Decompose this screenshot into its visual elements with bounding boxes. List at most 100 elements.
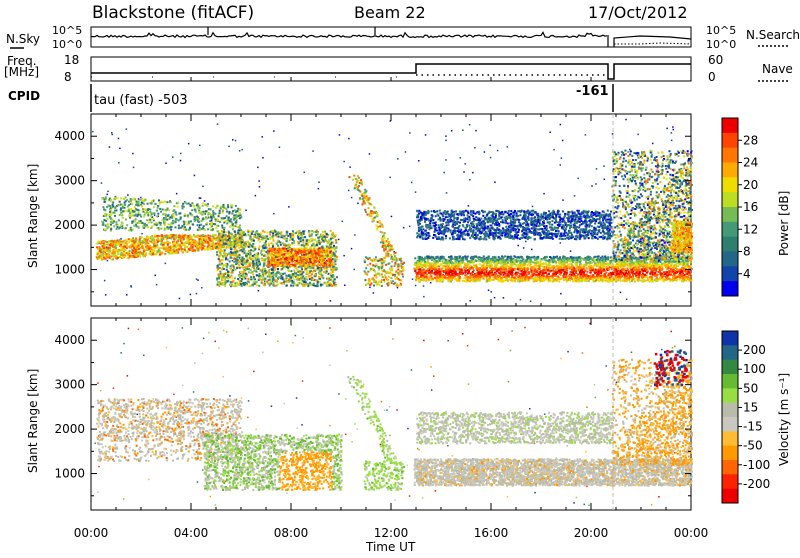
- data-cell: [112, 246, 114, 248]
- data-cell: [159, 247, 161, 249]
- data-cell: [231, 212, 233, 214]
- data-cell: [595, 183, 597, 185]
- data-cell: [134, 211, 136, 213]
- data-cell: [380, 241, 382, 243]
- data-cell: [134, 221, 136, 223]
- data-cell: [122, 207, 124, 209]
- data-cell: [160, 211, 162, 213]
- data-cell: [118, 241, 120, 243]
- data-cell: [115, 221, 117, 223]
- data-cell: [248, 246, 250, 248]
- data-cell: [358, 177, 360, 179]
- data-cell: [267, 232, 269, 234]
- data-cell: [411, 182, 413, 184]
- data-cell: [311, 250, 313, 252]
- data-cell: [392, 280, 394, 282]
- data-cell: [221, 217, 223, 219]
- data-cell: [127, 194, 129, 196]
- data-cell: [232, 245, 234, 247]
- data-cell: [277, 268, 279, 270]
- data-cell: [197, 248, 199, 250]
- data-cell: [294, 279, 296, 281]
- data-cell: [322, 275, 324, 277]
- data-cell: [187, 237, 189, 239]
- data-cell: [369, 213, 371, 215]
- data-cell: [140, 252, 142, 254]
- data-cell: [151, 251, 153, 253]
- data-cell: [306, 279, 308, 281]
- data-cell: [231, 254, 233, 256]
- data-cell: [239, 277, 241, 279]
- data-cell: [400, 279, 402, 281]
- data-cell: [399, 258, 401, 260]
- data-cell: [147, 203, 149, 205]
- data-cell: [560, 164, 562, 166]
- data-cell: [157, 213, 159, 215]
- data-cell: [230, 265, 232, 267]
- data-cell: [207, 249, 209, 251]
- data-cell: [152, 253, 154, 255]
- data-cell: [141, 205, 143, 207]
- data-cell: [203, 213, 205, 215]
- data-cell: [265, 272, 267, 274]
- data-cell: [397, 264, 399, 266]
- data-cell: [160, 228, 162, 230]
- data-cell: [235, 225, 237, 227]
- data-cell: [227, 264, 229, 266]
- data-cell: [336, 276, 338, 278]
- data-cell: [188, 239, 190, 241]
- data-cell: [123, 243, 125, 245]
- data-cell: [188, 248, 190, 250]
- data-cell: [326, 233, 328, 235]
- data-cell: [201, 220, 203, 222]
- data-cell: [277, 248, 279, 250]
- data-cell: [299, 249, 301, 251]
- data-cell: [217, 248, 219, 250]
- data-cell: [284, 279, 286, 281]
- data-cell: [136, 215, 138, 217]
- data-cell: [194, 220, 196, 222]
- data-cell: [104, 198, 106, 200]
- data-cell: [216, 225, 218, 227]
- data-cell: [322, 231, 324, 233]
- freq-tick-bottom: 8: [64, 70, 72, 84]
- data-cell: [469, 179, 471, 181]
- data-cell: [197, 205, 199, 207]
- data-cell: [243, 232, 245, 234]
- data-cell: [273, 130, 275, 132]
- data-cell: [323, 238, 325, 240]
- data-cell: [191, 202, 193, 204]
- data-cell: [369, 153, 371, 155]
- data-cell: [330, 275, 332, 277]
- data-cell: [282, 255, 284, 257]
- data-cell: [226, 211, 228, 213]
- data-cell: [272, 238, 274, 240]
- data-cell: [180, 227, 182, 229]
- data-cell: [112, 206, 114, 208]
- data-cell: [365, 190, 367, 192]
- data-cell: [222, 239, 224, 241]
- data-cell: [378, 281, 380, 283]
- data-cell: [287, 235, 289, 237]
- data-cell: [311, 273, 313, 275]
- data-cell: [258, 238, 260, 240]
- data-cell: [286, 231, 288, 233]
- data-cell: [391, 216, 393, 218]
- data-cell: [159, 222, 161, 224]
- data-cell: [349, 166, 351, 168]
- data-cell: [460, 157, 462, 159]
- data-cell: [181, 205, 183, 207]
- data-cell: [269, 231, 271, 233]
- data-cell: [368, 207, 370, 209]
- data-cell: [375, 280, 377, 282]
- data-cell: [377, 214, 379, 216]
- data-cell: [119, 214, 121, 216]
- data-cell: [143, 203, 145, 205]
- data-cell: [240, 214, 242, 216]
- data-cell: [310, 255, 312, 257]
- data-cell: [307, 249, 309, 251]
- data-cell: [274, 285, 276, 287]
- data-cell: [349, 176, 351, 178]
- data-cell: [147, 226, 149, 228]
- data-cell: [259, 273, 261, 275]
